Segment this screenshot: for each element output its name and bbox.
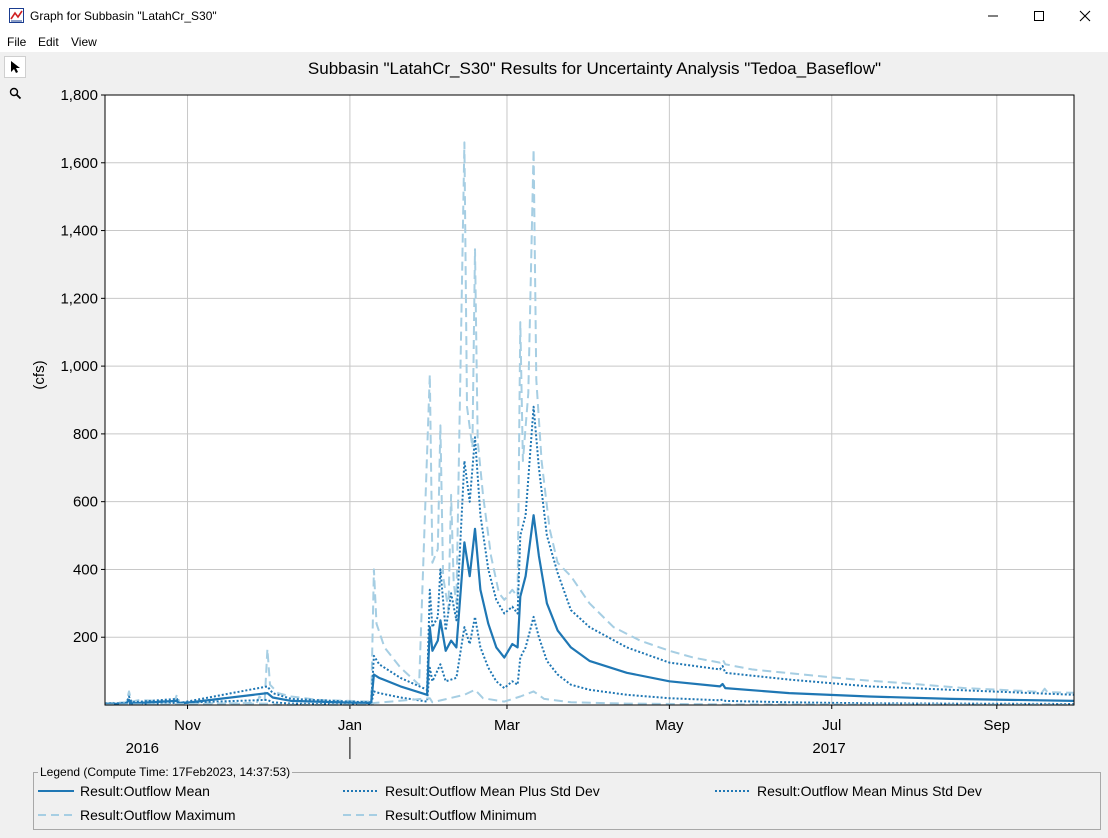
pointer-arrow-icon — [11, 61, 20, 73]
maximize-icon — [1034, 11, 1044, 21]
legend-item-minimum: Result:Outflow Minimum — [343, 807, 537, 823]
legend-line-swatch — [343, 790, 379, 792]
y-axis-label: (cfs) — [31, 360, 48, 389]
legend-box — [33, 772, 1101, 830]
legend-item-label: Result:Outflow Maximum — [80, 807, 236, 823]
maximize-button[interactable] — [1016, 0, 1062, 32]
plot-frame — [104, 94, 1075, 706]
x-tick-label: Mar — [494, 717, 520, 734]
legend-item-label: Result:Outflow Minimum — [385, 807, 537, 823]
menu-file[interactable]: File — [7, 35, 27, 49]
legend-line-swatch — [715, 790, 751, 792]
y-tick-label: 1,800 — [60, 87, 98, 104]
y-tick-label: 1,400 — [60, 223, 98, 240]
x-tick-label: Sep — [983, 717, 1010, 734]
menu-edit[interactable]: Edit — [38, 35, 59, 49]
magnifier-icon — [9, 87, 21, 99]
tool-strip — [0, 52, 30, 838]
plot-background — [105, 95, 1074, 705]
x-tick-label: Nov — [174, 717, 201, 734]
series-line-outflow-minimum — [104, 688, 1075, 706]
series-line-outflow-maximum — [104, 141, 1075, 705]
legend-item-maximum: Result:Outflow Maximum — [38, 807, 236, 823]
y-tick-label: 1,000 — [60, 358, 98, 375]
y-tick-label: 1,600 — [60, 155, 98, 172]
series-line-outflow-mean — [104, 514, 1075, 706]
menu-bar: File Edit View — [0, 32, 1108, 52]
year-label: 2016 — [126, 740, 159, 757]
series-line-outflow-mean-plus-std-dev — [104, 405, 1075, 705]
y-tick-label: 200 — [73, 629, 98, 646]
y-tick-label: 600 — [73, 494, 98, 511]
zoom-tool[interactable] — [4, 82, 26, 104]
legend-item-label: Result:Outflow Mean Minus Std Dev — [757, 783, 982, 799]
minimize-button[interactable] — [970, 0, 1016, 32]
legend-line-swatch — [343, 814, 379, 816]
x-tick-label: Jul — [822, 717, 841, 734]
legend-line-swatch — [38, 814, 74, 816]
year-label: 2017 — [812, 740, 845, 757]
chart-area: 200 400 600 800 1,000 1,200 1,400 1,600 1,800 Nov… — [31, 59, 1075, 759]
close-button[interactable] — [1062, 0, 1108, 32]
app-graph-icon — [9, 8, 24, 23]
x-tick-label: May — [655, 717, 684, 734]
minimize-icon — [988, 15, 998, 17]
legend-item-mean-plus-std: Result:Outflow Mean Plus Std Dev — [343, 783, 600, 799]
legend-title: Legend (Compute Time: 17Feb2023, 14:37:5… — [38, 765, 293, 779]
y-tick-label: 800 — [73, 426, 98, 443]
legend-item-label: Result:Outflow Mean — [80, 783, 210, 799]
series-line-outflow-mean-minus-std-dev — [104, 615, 1075, 706]
menu-view[interactable]: View — [71, 35, 97, 49]
window-title: Graph for Subbasin "LatahCr_S30" — [30, 9, 217, 23]
window-titlebar: Graph for Subbasin "LatahCr_S30" — [0, 0, 1108, 32]
legend-line-swatch — [38, 790, 74, 792]
legend-item-mean: Result:Outflow Mean — [38, 783, 210, 799]
close-icon — [1079, 10, 1091, 22]
chart-title: Subbasin "LatahCr_S30" Results for Uncer… — [308, 59, 881, 78]
y-tick-label: 1,200 — [60, 290, 98, 307]
legend-item-label: Result:Outflow Mean Plus Std Dev — [385, 783, 600, 799]
pointer-tool[interactable] — [4, 56, 26, 78]
legend-item-mean-minus-std: Result:Outflow Mean Minus Std Dev — [715, 783, 982, 799]
y-tick-label: 400 — [73, 561, 98, 578]
x-tick-label: Jan — [338, 717, 362, 734]
